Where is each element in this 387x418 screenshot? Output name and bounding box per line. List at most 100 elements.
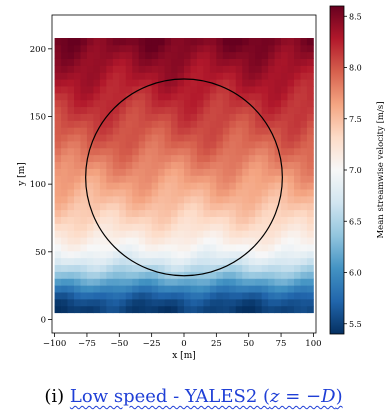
heatmap-cell xyxy=(190,113,198,121)
heatmap-cell xyxy=(86,223,94,231)
heatmap-cell xyxy=(261,86,269,94)
heatmap-cell xyxy=(138,298,146,307)
heatmap-cell xyxy=(119,51,127,60)
heatmap-cell xyxy=(216,72,224,80)
heatmap-cell xyxy=(274,189,282,197)
heatmap-cell xyxy=(119,182,127,190)
heatmap-cell xyxy=(138,271,146,279)
heatmap-cell xyxy=(54,120,62,128)
heatmap-cell xyxy=(125,113,133,121)
heatmap-cell xyxy=(248,147,256,156)
heatmap-cell xyxy=(151,264,159,272)
heatmap-cell xyxy=(274,58,282,66)
heatmap-cell xyxy=(300,278,308,286)
heatmap-cell xyxy=(281,106,288,114)
heatmap-cell xyxy=(294,86,301,94)
heatmap-cell xyxy=(229,292,237,300)
heatmap-cell xyxy=(209,271,217,279)
heatmap-cell xyxy=(196,38,204,46)
heatmap-cell xyxy=(67,120,75,128)
heatmap-cell xyxy=(274,141,282,149)
heatmap-cell xyxy=(158,51,165,60)
heatmap-cell xyxy=(235,168,243,176)
heatmap-cell xyxy=(158,271,165,279)
heatmap-cell xyxy=(281,92,288,101)
heatmap-cell xyxy=(203,189,211,197)
heatmap-cell xyxy=(61,278,68,286)
heatmap-cell xyxy=(119,244,127,252)
heatmap-cell xyxy=(229,230,237,238)
heatmap-cell xyxy=(171,65,178,73)
heatmap-cell xyxy=(196,216,204,224)
heatmap-cell xyxy=(248,230,256,238)
heatmap-cell xyxy=(196,113,204,121)
heatmap-cell xyxy=(54,305,62,314)
heatmap-cell xyxy=(261,161,269,169)
heatmap-cell xyxy=(261,257,269,266)
heatmap-cell xyxy=(138,65,146,73)
heatmap-cell xyxy=(268,244,275,252)
heatmap-cell xyxy=(248,127,256,135)
heatmap-cell xyxy=(151,120,159,128)
heatmap-cell xyxy=(306,298,314,307)
heatmap-cell xyxy=(306,106,314,114)
heatmap-cell xyxy=(287,257,295,266)
heatmap-cell xyxy=(261,305,269,314)
heatmap-cell xyxy=(229,92,237,101)
heatmap-cell xyxy=(184,216,191,224)
heatmap-cell xyxy=(74,38,81,46)
heatmap-cell xyxy=(145,257,153,266)
heatmap-cell xyxy=(61,86,68,94)
heatmap-cell xyxy=(125,72,133,80)
heatmap-cell xyxy=(248,161,256,169)
heatmap-cell xyxy=(99,271,107,279)
heatmap-cell xyxy=(99,127,107,135)
heatmap-cell xyxy=(229,58,237,66)
x-tick-label: −50 xyxy=(110,339,128,349)
heatmap-cell xyxy=(158,106,165,114)
heatmap-cell xyxy=(274,154,282,163)
x-tick-label: −75 xyxy=(78,339,96,349)
heatmap-cell xyxy=(216,175,224,183)
heatmap-cell xyxy=(222,113,230,121)
heatmap-cell xyxy=(203,120,211,128)
heatmap-cell xyxy=(229,38,237,46)
heatmap-cell xyxy=(61,161,68,169)
heatmap-cell xyxy=(151,292,159,300)
heatmap-cell xyxy=(216,209,224,217)
heatmap-cell xyxy=(248,86,256,94)
heatmap-cell xyxy=(93,106,101,114)
heatmap-cell xyxy=(281,175,288,183)
heatmap-cell xyxy=(74,285,81,293)
heatmap-cell xyxy=(261,99,269,108)
heatmap-cell xyxy=(287,195,295,204)
heatmap-cell xyxy=(255,195,263,204)
heatmap-cell xyxy=(222,264,230,272)
heatmap-cell xyxy=(281,65,288,73)
heatmap-cell xyxy=(171,141,178,149)
heatmap-cell xyxy=(164,230,172,238)
heatmap-cell xyxy=(294,244,301,252)
heatmap-cell xyxy=(229,120,237,128)
heatmap-cell xyxy=(229,202,237,211)
heatmap-cell xyxy=(203,65,211,73)
heatmap-cell xyxy=(261,202,269,211)
heatmap-cell xyxy=(93,65,101,73)
heatmap-cell xyxy=(229,72,237,80)
heatmap-cell xyxy=(196,175,204,183)
heatmap-cell xyxy=(61,44,68,53)
caption-link[interactable]: Low speed - YALES2 (z = −D) xyxy=(70,386,343,407)
heatmap-cell xyxy=(61,195,68,204)
heatmap-cell xyxy=(132,141,140,149)
heatmap-cell xyxy=(255,72,263,80)
heatmap-cell xyxy=(216,106,224,114)
heatmap-cell xyxy=(132,86,140,94)
heatmap-cell xyxy=(261,72,269,80)
heatmap-cell xyxy=(268,141,275,149)
heatmap-cell xyxy=(294,209,301,217)
heatmap-cell xyxy=(281,58,288,66)
heatmap-cell xyxy=(196,237,204,245)
heatmap-cell xyxy=(274,113,282,121)
x-tick-label: 75 xyxy=(276,339,287,349)
heatmap-cell xyxy=(235,264,243,272)
